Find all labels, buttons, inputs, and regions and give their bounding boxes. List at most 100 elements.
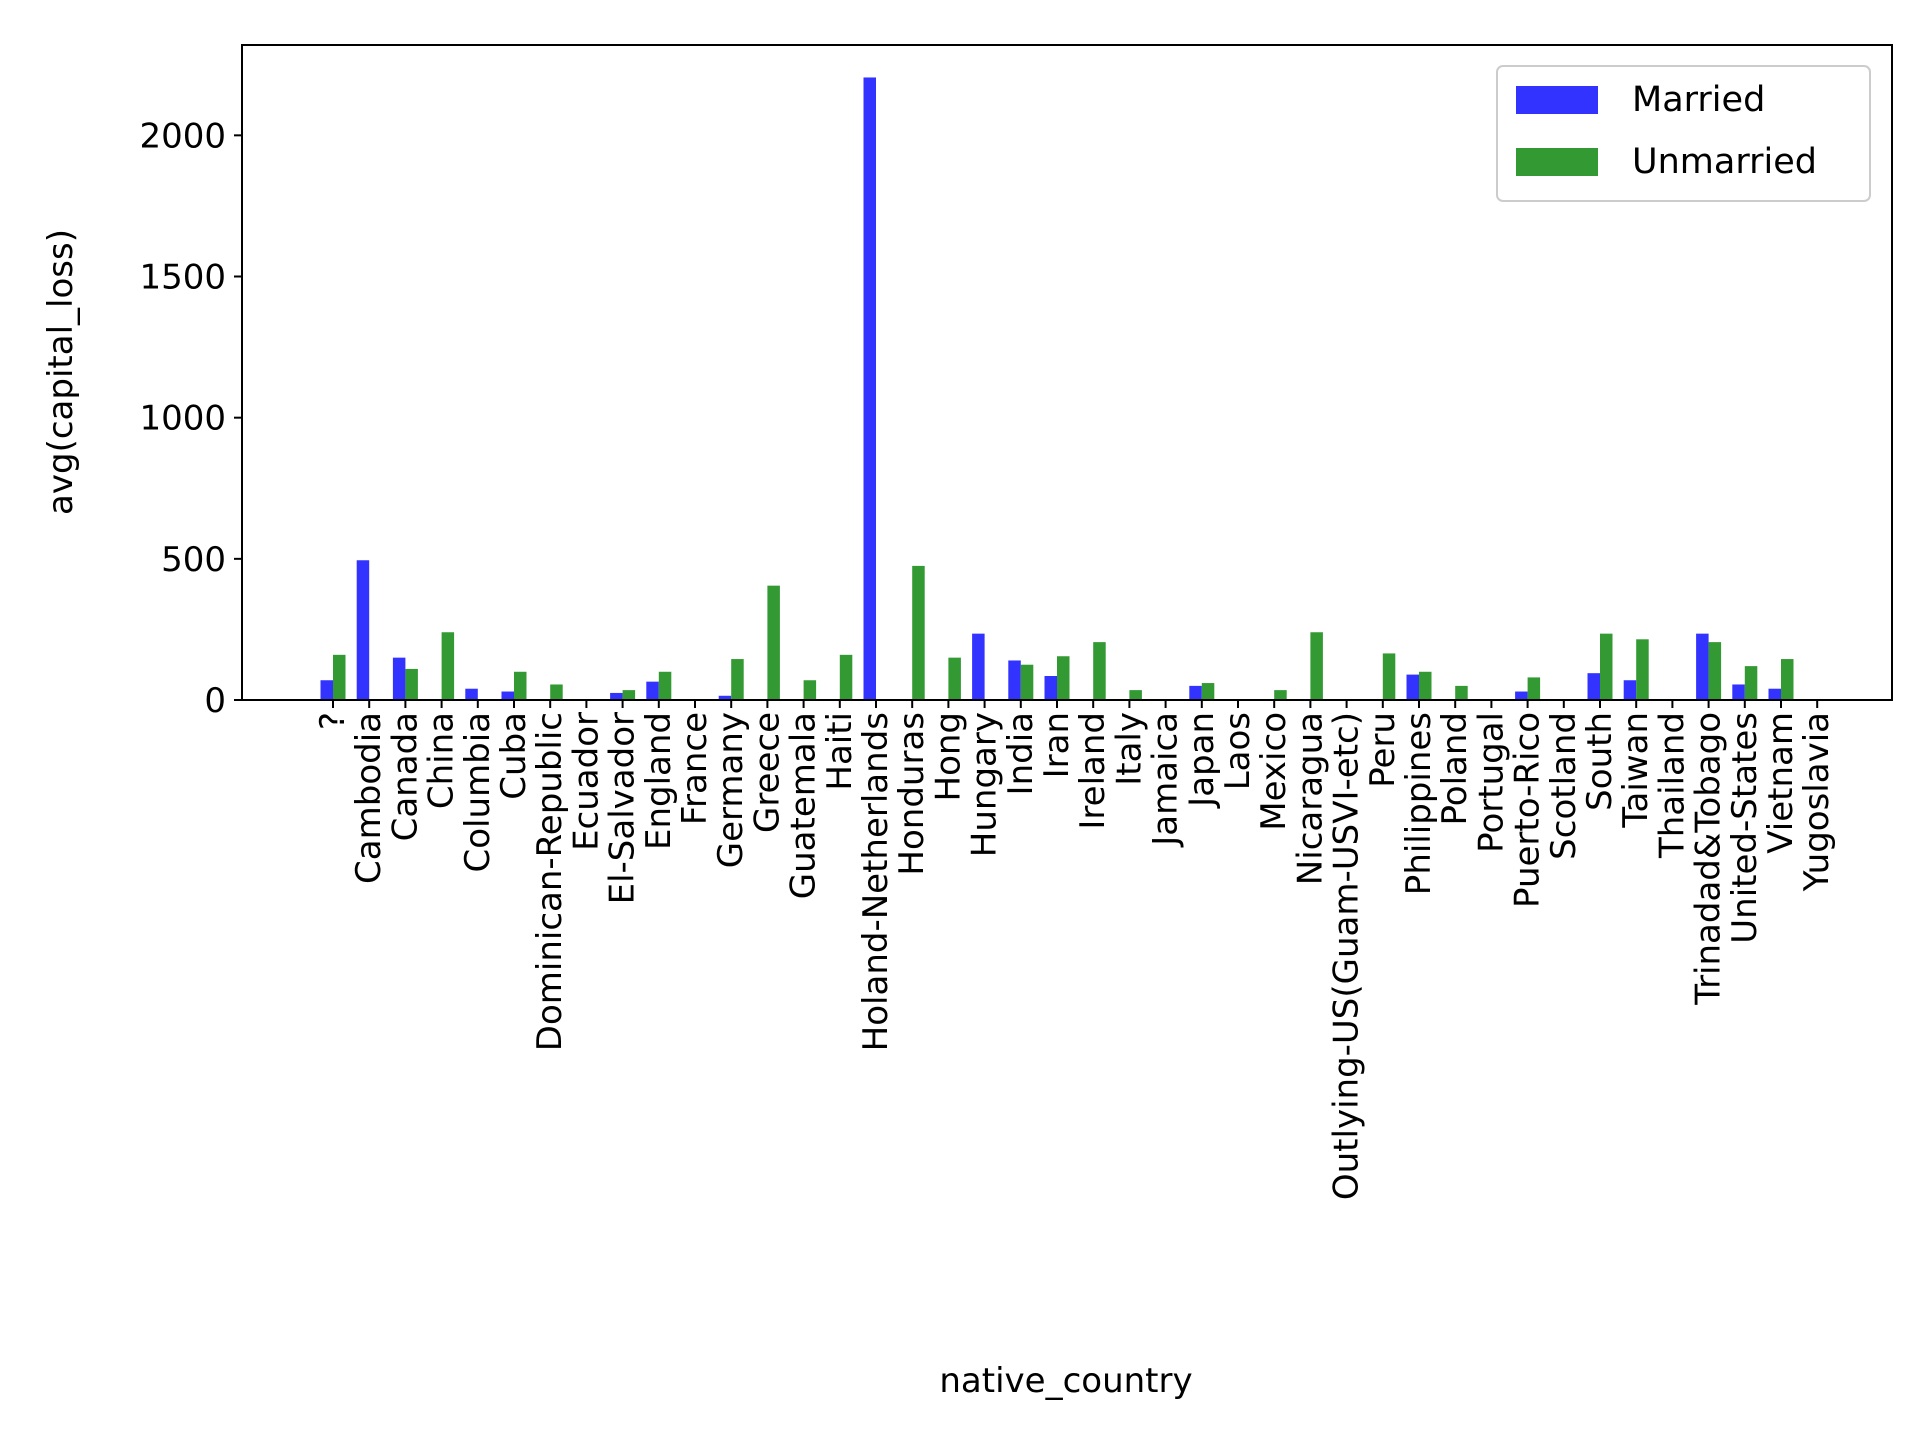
x-tick-label-japan: Japan [1182, 712, 1222, 809]
x-tick-label-puerto-rico: Puerto-Rico [1508, 712, 1548, 908]
x-tick-label-hungary: Hungary [965, 712, 1005, 857]
bar-unmarried-haiti [839, 654, 853, 700]
x-tick-label-thailand: Thailand [1652, 712, 1692, 859]
x-tick-label-philippines: Philippines [1399, 712, 1439, 895]
bar-married-cambodia [356, 560, 370, 700]
x-tick-label-guatemala: Guatemala [784, 712, 824, 899]
x-tick-label-south: South [1580, 712, 1620, 811]
x-tick-label-jamaica: Jamaica [1146, 712, 1186, 848]
bar-unmarried-cuba [514, 671, 527, 700]
y-tick-label: 1500 [139, 258, 226, 298]
bar-unmarried-south [1600, 633, 1613, 700]
x-tick-label-iran: Iran [1037, 712, 1077, 778]
x-axis-label: native_country [939, 1361, 1192, 1401]
bar-married-japan [1189, 685, 1202, 700]
x-tick-label-portugal: Portugal [1471, 712, 1511, 853]
x-tick-label-united-states: United-States [1725, 712, 1765, 944]
legend: Married Unmarried [1496, 65, 1871, 202]
x-tick-label-haiti: Haiti [820, 712, 860, 791]
x-tick-label-greece: Greece [747, 712, 787, 833]
y-tick-label: 1000 [139, 399, 226, 439]
x-tick-label-columbia: Columbia [458, 712, 498, 873]
x-tick-label-el-salvador: El-Salvador [603, 712, 643, 904]
x-tick-label-ecuador: Ecuador [566, 712, 606, 851]
y-tick-label: 500 [161, 540, 226, 580]
bar-unmarried-guatemala [803, 680, 817, 700]
x-tick-label-england: England [639, 712, 679, 850]
x-tick-label-poland: Poland [1435, 712, 1475, 826]
bar-unmarried-ireland [1093, 642, 1106, 700]
plot-frame [241, 44, 1893, 701]
bars-layer [320, 77, 1794, 701]
bar-married-iran [1044, 676, 1057, 700]
x-tick-label-france: France [675, 712, 715, 825]
bar-married-germany [718, 695, 732, 700]
bar-married-puerto-rico [1515, 691, 1528, 700]
bar-unmarried-puerto-rico [1527, 677, 1541, 700]
bar-unmarried-hong [948, 657, 961, 700]
legend-label-married: Married [1632, 80, 1765, 120]
bar-unmarried-canada [405, 668, 418, 700]
x-tick-label-hong: Hong [928, 712, 968, 802]
x-tick-label-unknown: ? [313, 712, 353, 730]
bar-unmarried-greece [767, 585, 780, 700]
x-tick-label-mexico: Mexico [1254, 712, 1294, 831]
bar-married-vietnam [1768, 688, 1781, 700]
bar-unmarried-philippines [1419, 671, 1432, 700]
bar-unmarried-india [1020, 664, 1034, 700]
bar-unmarried-dominican-republic [550, 684, 563, 700]
x-tick-label-cambodia: Cambodia [349, 712, 389, 884]
x-tick-label-germany: Germany [711, 712, 751, 868]
y-axis-label: avg(capital_loss) [41, 229, 81, 515]
x-tick-label-laos: Laos [1218, 712, 1258, 790]
x-tick-label-peru: Peru [1363, 712, 1403, 788]
bar-unmarried-el-salvador [622, 690, 636, 700]
bar-unmarried-mexico [1274, 690, 1287, 700]
bar-unmarried-china [441, 632, 455, 700]
bar-married-philippines [1406, 674, 1419, 700]
x-tick-label-trinadad-tobago: Trinadad&Tobago [1689, 712, 1729, 1006]
bar-married-taiwan [1623, 680, 1637, 700]
bar-unmarried-italy [1129, 690, 1142, 700]
bar-unmarried-unknown [333, 654, 346, 700]
bar-unmarried-poland [1455, 685, 1468, 700]
bar-married-unknown [320, 680, 333, 700]
x-tick-label-vietnam: Vietnam [1761, 712, 1801, 854]
x-tick-label-india: India [1001, 712, 1041, 795]
bar-unmarried-peru [1382, 653, 1396, 700]
bar-married-south [1587, 673, 1600, 700]
x-tick-label-dominican-republic: Dominican-Republic [530, 712, 570, 1051]
bar-married-columbia [465, 688, 478, 700]
bar-unmarried-trinadad-tobago [1708, 642, 1722, 700]
bar-unmarried-vietnam [1781, 659, 1794, 700]
x-axis: ?CambodiaCanadaChinaColumbiaCubaDominica… [313, 700, 1837, 1200]
x-tick-label-taiwan: Taiwan [1616, 712, 1656, 829]
x-tick-label-yugoslavia: Yugoslavia [1797, 712, 1837, 892]
x-tick-label-scotland: Scotland [1544, 712, 1584, 860]
bar-married-el-salvador [610, 692, 623, 700]
x-tick-label-china: China [422, 712, 462, 809]
x-tick-label-cuba: Cuba [494, 712, 534, 800]
bar-unmarried-united-states [1744, 666, 1758, 700]
x-tick-label-outlying-us-guam-usvi-etc: Outlying-US(Guam-USVI-etc) [1327, 712, 1367, 1200]
bar-married-united-states [1732, 684, 1745, 700]
bar-unmarried-germany [731, 659, 744, 700]
bar-married-trinadad-tobago [1696, 633, 1709, 700]
bar-unmarried-iran [1057, 656, 1070, 700]
bar-married-hungary [972, 633, 985, 700]
bar-unmarried-japan [1201, 683, 1215, 700]
legend-label-unmarried: Unmarried [1632, 142, 1817, 182]
bar-unmarried-england [658, 671, 672, 700]
y-tick-label: 2000 [139, 116, 226, 156]
x-tick-label-holand-netherlands: Holand-Netherlands [856, 712, 896, 1051]
bar-unmarried-taiwan [1636, 639, 1649, 700]
x-tick-label-nicaragua: Nicaragua [1290, 712, 1330, 885]
bar-unmarried-nicaragua [1310, 632, 1323, 700]
legend-swatch-married [1516, 86, 1598, 114]
bar-married-cuba [501, 691, 514, 700]
x-tick-label-honduras: Honduras [892, 712, 932, 876]
y-axis: 0 500 1000 1500 2000 [139, 116, 242, 721]
bar-unmarried-honduras [912, 565, 925, 700]
